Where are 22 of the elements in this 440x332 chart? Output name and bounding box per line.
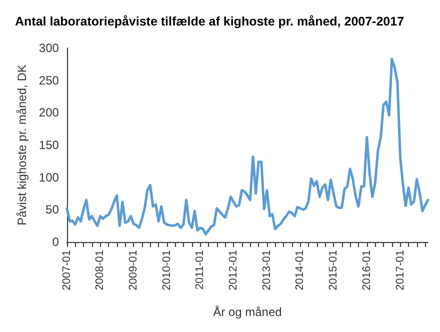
chart-title: Antal laboratoriepåviste tilfælde af kighoste pr. måned, 2007-2017 (15, 14, 404, 28)
x-tick-label: 2015-01 (328, 250, 340, 290)
y-tick-label: 200 (38, 106, 60, 120)
x-tick-label: 2007-01 (60, 250, 73, 290)
y-tick-label: 250 (38, 73, 60, 88)
x-tick-label: 2009-01 (128, 250, 140, 290)
x-tick-label: 2012-01 (228, 250, 240, 290)
y-axis-title: Påvist kighoste pr. måned, DK (15, 64, 29, 226)
x-tick-label: 2008-01 (94, 250, 106, 290)
y-tick-label: 150 (38, 138, 60, 152)
x-tick-label: 2013-01 (260, 250, 273, 290)
x-tick-label: 2016-01 (360, 250, 373, 290)
y-tick-label: 0 (52, 235, 60, 249)
y-tick-label: 100 (38, 170, 60, 184)
y-tick-label: 300 (38, 41, 60, 55)
y-tick-label: 50 (46, 202, 60, 217)
x-axis-title: År og måned (213, 305, 282, 319)
x-tick-label: 2011-01 (194, 250, 206, 290)
line-series (66, 58, 430, 236)
x-tick-label: 2010-01 (160, 250, 173, 290)
x-tick-label: 2017-01 (394, 250, 406, 290)
x-tick-label: 2014-01 (294, 250, 306, 290)
